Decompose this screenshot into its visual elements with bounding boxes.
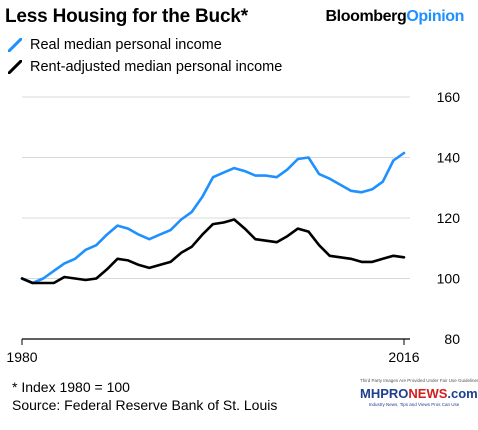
series-line-real-income [20,151,406,285]
legend-swatch-real [8,38,22,52]
legend-label-real: Real median personal income [30,37,222,53]
watermark-fair-use: Third Party Images Are Provided Under Fa… [360,378,478,383]
legend-item-real: Real median personal income [8,34,282,56]
y-tick-label: 120 [437,210,461,226]
y-tick-label: 160 [437,89,461,105]
x-tick-label: 2016 [388,349,419,365]
y-tick-label: 80 [444,331,460,347]
watermark-logo-c: .com [447,386,478,401]
brand-logo: BloombergOpinion [326,8,465,26]
watermark-tagline: Industry News, Tips and Views Pros Can U… [368,402,460,407]
watermark-logo: MHPRONEWS.com [360,386,478,401]
footnote-source: Source: Federal Reserve Bank of St. Loui… [12,397,278,413]
watermark-logo-a: MHPRO [360,386,409,401]
x-tick-label: 1980 [6,349,37,365]
series-line-rent-adjusted-income [20,218,406,285]
legend: Real median personal income Rent-adjuste… [8,34,282,78]
legend-label-rent: Rent-adjusted median personal income [30,59,283,75]
y-tick-label: 140 [437,150,461,166]
legend-swatch-rent [8,60,22,74]
watermark: Third Party Images Are Provided Under Fa… [360,378,478,407]
footnote: * Index 1980 = 100 Source: Federal Reser… [12,378,277,414]
chart-title: Less Housing for the Buck* [5,6,248,27]
watermark-logo-b: NEWS [408,386,448,401]
legend-item-rent: Rent-adjusted median personal income [8,56,282,78]
brand-bloomberg: Bloomberg [325,8,407,25]
brand-opinion: Opinion [406,8,464,25]
footnote-index: * Index 1980 = 100 [12,379,130,395]
y-tick-label: 100 [437,271,461,287]
